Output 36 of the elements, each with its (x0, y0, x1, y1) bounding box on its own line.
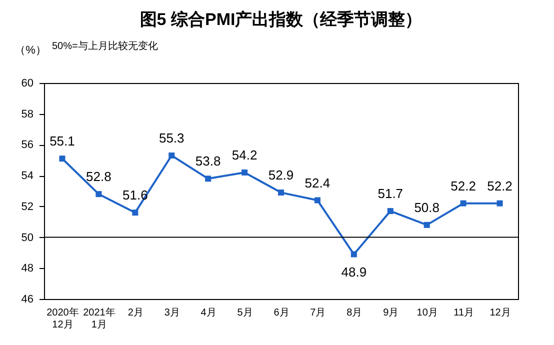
x-tick-label: 2020年 12月 (46, 306, 79, 330)
y-tick-label: 46 (21, 294, 34, 306)
data-label: 55.1 (50, 134, 75, 149)
x-tick-label: 12月 (490, 308, 511, 318)
data-label: 52.2 (487, 178, 512, 194)
x-tick-label: 5月 (237, 308, 253, 318)
data-label: 54.2 (232, 147, 258, 162)
x-tick-label: 2月 (128, 308, 144, 318)
y-tick-label: 54 (21, 170, 34, 182)
x-tick-label: 6月 (274, 308, 290, 318)
x-tick-label: 8月 (346, 308, 362, 318)
x-tick-label: 4月 (200, 308, 216, 318)
y-tick-label: 52 (21, 200, 34, 213)
x-tick-label: 2021年 1月 (83, 306, 116, 330)
text: 50%=与上月比较无变化 (52, 40, 158, 52)
y-tick-label: 58 (21, 108, 34, 120)
data-label: 51.7 (378, 186, 404, 202)
x-tick-label: 3月 (164, 308, 180, 318)
x-tick-label: 9月 (383, 308, 399, 318)
data-label: 52.9 (268, 168, 294, 183)
data-label: 55.3 (158, 130, 184, 146)
y-axis-title: （%） (14, 44, 46, 56)
x-tick-label: 10月 (416, 308, 438, 318)
data-label: 50.8 (414, 200, 440, 215)
y-tick-label: 60 (21, 78, 34, 90)
x-tick-label: 7月 (310, 308, 326, 318)
x-tick-label: 11月 (454, 308, 474, 318)
y-tick-label: 50 (21, 232, 34, 244)
chart-title: 图5 综合PMI产出指数（经季节调整） (140, 10, 422, 29)
data-label: 52.8 (86, 169, 112, 184)
data-label: 52.2 (450, 178, 476, 194)
y-tick-label: 48 (21, 262, 34, 275)
data-label: 52.4 (304, 175, 330, 190)
data-label: 53.8 (195, 154, 221, 169)
y-tick-label: 56 (21, 139, 34, 152)
data-label: 48.9 (341, 264, 367, 280)
